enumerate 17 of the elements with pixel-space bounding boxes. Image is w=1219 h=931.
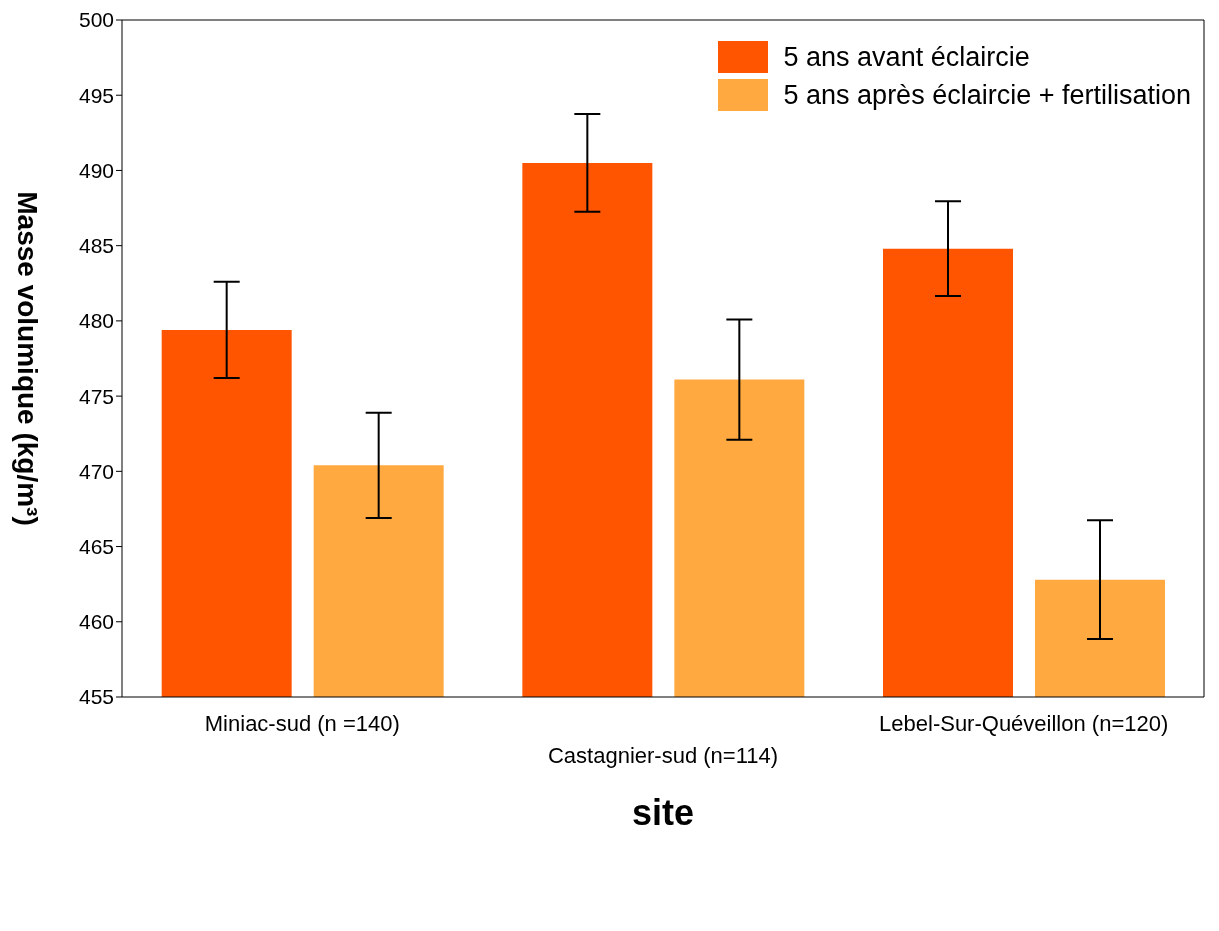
x-tick-label: Castagnier-sud (n=114) [547, 743, 779, 768]
legend-label: 5 ans après éclaircie + fertilisation [783, 79, 1191, 111]
y-tick-label: 465 [78, 535, 114, 559]
y-tick-label: 470 [78, 459, 114, 483]
y-tick-label: 475 [78, 384, 114, 408]
legend-label: 5 ans avant éclaircie [783, 41, 1030, 73]
x-tick-label: Lebel-Sur-Quéveillon (n=120) [879, 711, 1169, 736]
x-tick-label: Miniac-sud (n =140) [204, 711, 400, 736]
y-tick-label: 500 [78, 8, 114, 32]
y-tick-label: 480 [78, 309, 114, 333]
y-tick-label: 485 [78, 234, 114, 258]
x-axis-title: site [631, 792, 695, 833]
y-tick-label: 455 [78, 685, 114, 709]
y-tick-label: 495 [78, 83, 114, 107]
y-tick-label: 490 [78, 158, 114, 182]
y-axis-title: Masse volumique (kg/m³) [12, 191, 43, 526]
y-tick-label: 460 [78, 610, 114, 634]
